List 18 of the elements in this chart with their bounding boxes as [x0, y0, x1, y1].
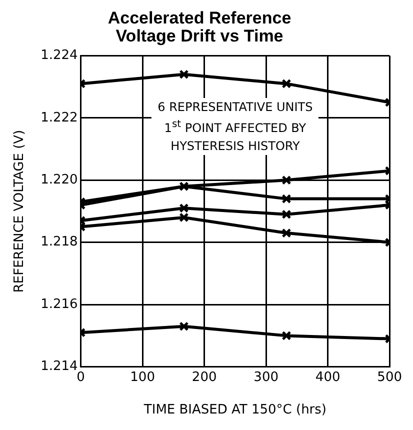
annotation: 1$^{st}$ POINT AFFECTED BY	[163, 118, 308, 137]
annotation: HYSTERESIS HISTORY	[170, 138, 301, 155]
x-tick-label: 200	[192, 370, 217, 385]
y-tick-label: 1.222	[40, 110, 78, 126]
y-tick-label: 1.224	[40, 48, 78, 64]
annotation: 6 REPRESENTATIVE UNITS	[158, 98, 313, 116]
chart-title: Accelerated Reference Voltage Drift vs Time	[108, 8, 292, 46]
x-tick-label: 300	[254, 370, 278, 385]
x-axis-title: TIME BIASED AT 150°C (hrs)	[142, 402, 326, 418]
y-tick-label: 1.214	[40, 359, 78, 374]
x-tick-label: 100	[130, 370, 155, 385]
y-tick-label: 1.218	[40, 234, 78, 250]
x-tick-label: 0	[76, 370, 85, 385]
x-tick-label: 400	[315, 370, 340, 385]
y-tick-label: 1.216	[40, 296, 78, 312]
x-tick-label: 500	[377, 370, 402, 385]
y-axis-title: REFERENCE VOLTAGE (V)	[12, 130, 28, 293]
y-tick-label: 1.220	[40, 172, 78, 188]
